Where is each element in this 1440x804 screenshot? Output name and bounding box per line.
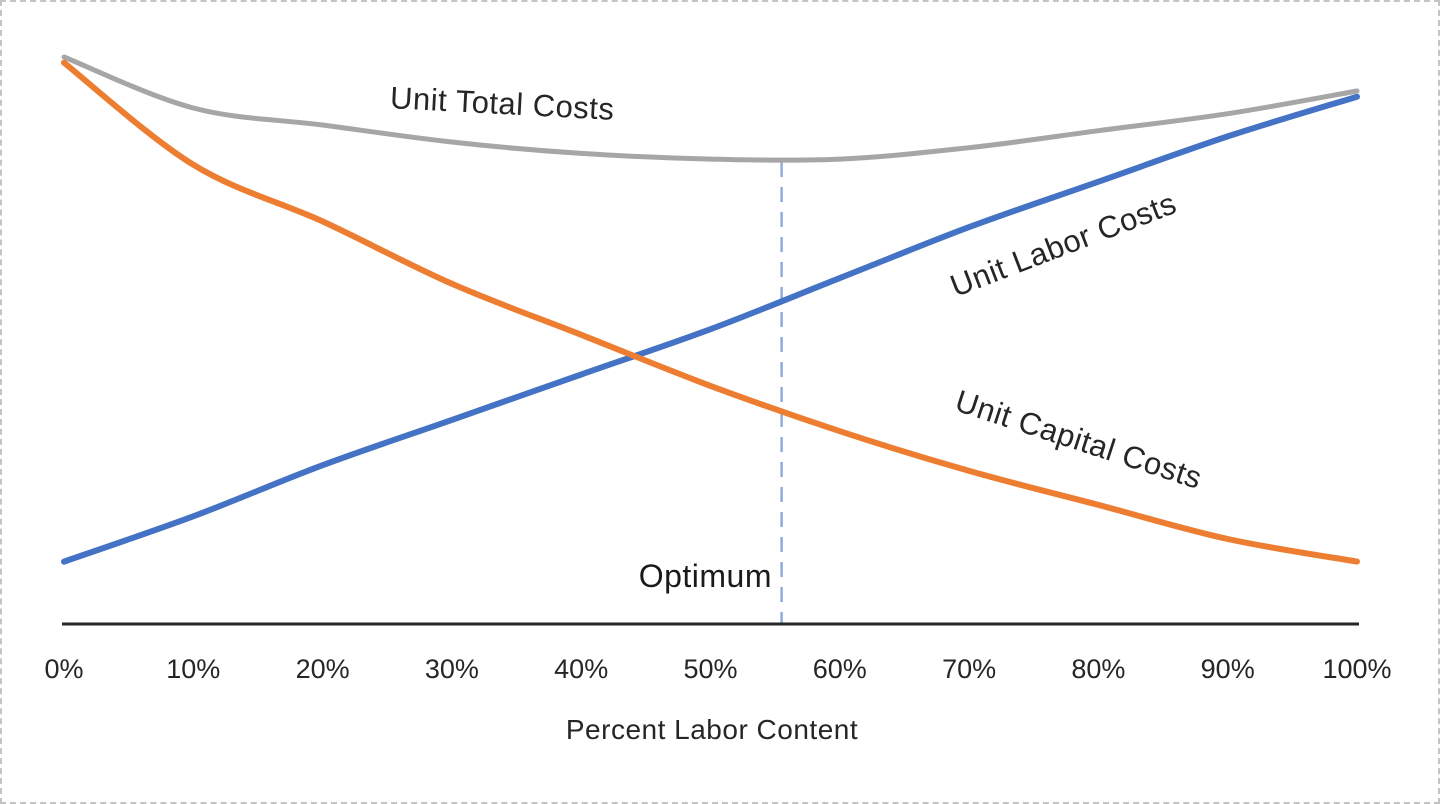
total-costs-line <box>61 54 1360 163</box>
x-tick-label-10: 10% <box>166 654 221 684</box>
x-tick-label-40: 40% <box>554 654 609 684</box>
x-tick-label-80: 80% <box>1071 654 1126 684</box>
labor-costs-line <box>61 93 1360 565</box>
optimum-annotation-label: Optimum <box>638 558 772 594</box>
x-tick-label-70: 70% <box>942 654 997 684</box>
x-tick-label-0: 0% <box>44 654 84 684</box>
x-tick-label-30: 30% <box>424 654 479 684</box>
x-tick-label-100: 100% <box>1322 654 1392 684</box>
x-axis-title: Percent Labor Content <box>565 714 859 745</box>
x-tick-label-60: 60% <box>812 654 867 684</box>
capital-costs-line <box>61 59 1360 565</box>
x-tick-label-50: 50% <box>683 654 738 684</box>
x-tick-label-20: 20% <box>295 654 350 684</box>
x-axis-tick-row: 0% 10% 20% 30% 40% 50% 60% 70% 80% 90% 100% <box>2 654 1438 688</box>
x-tick-label-90: 90% <box>1200 654 1255 684</box>
